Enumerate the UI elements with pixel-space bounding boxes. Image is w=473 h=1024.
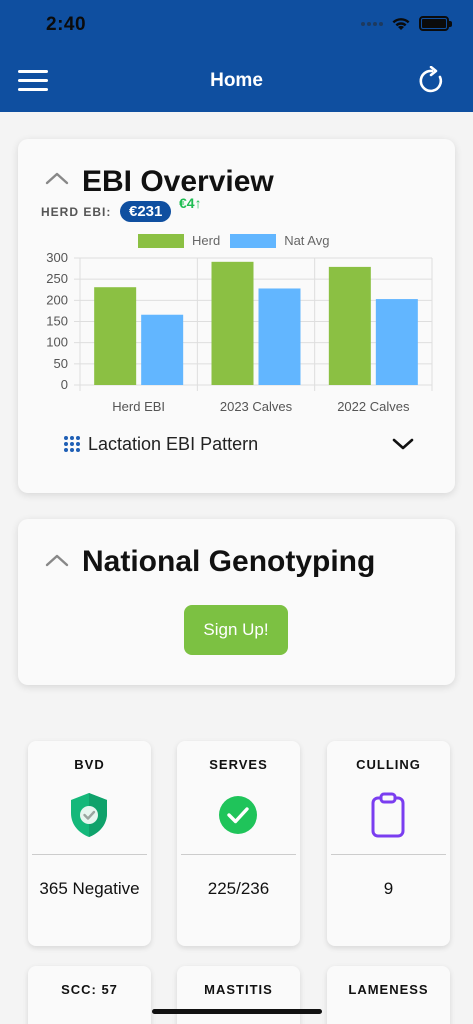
bar-nat-avg <box>375 299 418 385</box>
legend-swatch-herd <box>138 233 184 248</box>
shield-check-icon <box>71 793 107 837</box>
y-tick-label: 250 <box>46 271 68 286</box>
bvd-tile[interactable]: BVD 365 Negative <box>28 741 151 946</box>
scc-title: SCC: 57 <box>61 982 118 997</box>
scc-tile[interactable]: SCC: 57 <box>28 966 151 1024</box>
check-circle-icon <box>219 796 257 834</box>
chart-legend: Herd Nat Avg <box>138 233 329 248</box>
chevron-up-icon[interactable] <box>45 171 69 185</box>
y-tick-label: 50 <box>54 356 68 371</box>
mastitis-tile[interactable]: MASTITIS <box>177 966 300 1024</box>
tile-divider <box>331 854 446 855</box>
status-icons <box>361 16 452 31</box>
udder-icon <box>217 1016 259 1024</box>
sign-up-button[interactable]: Sign Up! <box>184 605 288 655</box>
lameness-title: LAMENESS <box>348 982 429 997</box>
herd-ebi-badge: €231 <box>120 201 172 222</box>
ebi-overview-title: EBI Overview <box>82 165 274 198</box>
bvd-title: BVD <box>74 757 105 772</box>
bar-nat-avg <box>258 288 301 385</box>
gauge-icon <box>68 1016 110 1024</box>
wifi-icon <box>392 18 410 30</box>
chevron-up-icon[interactable] <box>45 553 69 567</box>
serves-tile[interactable]: SERVES 225/236 <box>177 741 300 946</box>
herd-ebi-label: HERD EBI: <box>41 205 112 219</box>
legend-label-herd: Herd <box>192 233 221 248</box>
y-tick-label: 150 <box>46 314 68 329</box>
lactation-ebi-pattern-label: Lactation EBI Pattern <box>88 433 259 454</box>
legend-item-herd[interactable]: Herd <box>138 233 220 248</box>
app-header: 2:40 Home <box>0 0 473 112</box>
y-tick-label: 0 <box>61 377 68 392</box>
x-tick-label: 2022 Calves <box>337 399 410 414</box>
status-time: 2:40 <box>46 14 87 35</box>
page-title: Home <box>210 70 263 91</box>
lameness-icon <box>367 1016 409 1024</box>
menu-icon[interactable] <box>18 70 48 94</box>
tile-divider <box>32 854 147 855</box>
lameness-tile[interactable]: LAMENESS <box>327 966 450 1024</box>
serves-value: 225/236 <box>207 879 270 898</box>
tile-divider <box>181 854 296 855</box>
x-tick-label: Herd EBI <box>112 399 165 414</box>
grid-icon <box>64 436 80 452</box>
clipboard-icon <box>371 792 405 838</box>
lactation-ebi-pattern-dropdown[interactable]: Lactation EBI Pattern <box>64 429 414 459</box>
serves-title: SERVES <box>209 757 268 772</box>
herd-ebi-delta: €4↑ <box>179 195 202 211</box>
legend-item-nat-avg[interactable]: Nat Avg <box>230 233 329 248</box>
bar-herd <box>328 266 371 385</box>
cellular-signal-icon <box>361 21 383 27</box>
y-tick-label: 200 <box>46 292 68 307</box>
bar-nat-avg <box>141 314 184 385</box>
bvd-value: 365 Negative <box>39 879 140 898</box>
bar-herd <box>211 261 254 385</box>
x-tick-label: 2023 Calves <box>220 399 293 414</box>
bar-herd <box>94 287 137 385</box>
culling-title: CULLING <box>356 757 421 772</box>
refresh-icon[interactable] <box>417 66 447 96</box>
mastitis-title: MASTITIS <box>204 982 273 997</box>
national-genotyping-title: National Genotyping <box>82 545 376 578</box>
ebi-overview-card: EBI Overview HERD EBI: €231 €4↑ Herd Nat… <box>18 139 455 493</box>
ebi-bar-chart: 0 50 100 150 200 250 300 Herd EBI 2023 Calves 202… <box>46 250 433 414</box>
home-indicator <box>152 1009 322 1014</box>
culling-tile[interactable]: CULLING 9 <box>327 741 450 946</box>
y-tick-label: 300 <box>46 250 68 265</box>
legend-swatch-nat-avg <box>230 233 277 248</box>
chevron-down-icon[interactable] <box>392 437 414 451</box>
y-tick-label: 100 <box>46 335 68 350</box>
battery-icon <box>419 16 452 31</box>
culling-value: 9 <box>383 879 394 898</box>
legend-label-nat-avg: Nat Avg <box>284 233 330 248</box>
national-genotyping-card: National Genotyping Sign Up! <box>18 519 455 685</box>
